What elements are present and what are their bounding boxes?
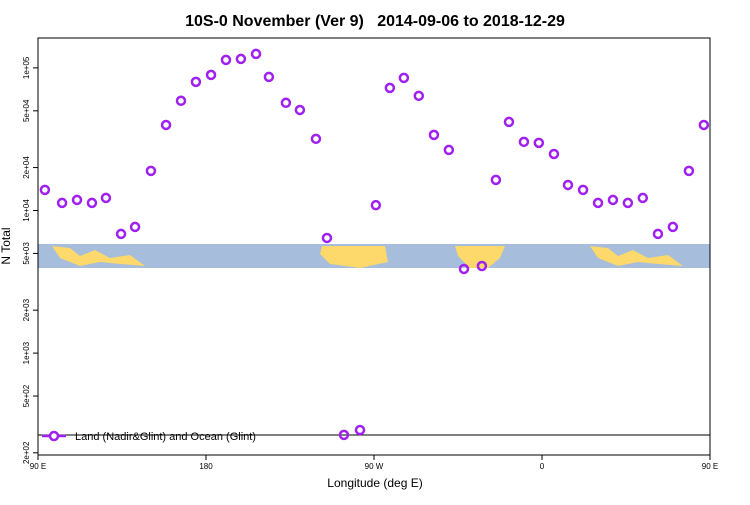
land bbox=[590, 246, 683, 266]
point bbox=[294, 104, 306, 116]
point bbox=[235, 53, 247, 65]
point bbox=[398, 72, 410, 84]
legend-marker bbox=[48, 430, 60, 442]
point bbox=[548, 148, 560, 160]
point bbox=[190, 76, 202, 88]
point bbox=[160, 119, 172, 131]
point bbox=[607, 194, 619, 206]
y-tick-label: 5e+04 bbox=[22, 99, 31, 122]
point bbox=[592, 197, 604, 209]
point bbox=[698, 119, 710, 131]
x-axis-label: Longitude (deg E) bbox=[327, 476, 422, 490]
point bbox=[683, 165, 695, 177]
point bbox=[354, 424, 366, 436]
point bbox=[637, 192, 649, 204]
point bbox=[490, 174, 502, 186]
point bbox=[115, 228, 127, 240]
point bbox=[622, 197, 634, 209]
point bbox=[100, 192, 112, 204]
point bbox=[562, 179, 574, 191]
point bbox=[145, 165, 157, 177]
point bbox=[205, 69, 217, 81]
y-tick-label: 1e+03 bbox=[22, 341, 31, 364]
y-tick-label: 5e+03 bbox=[22, 242, 31, 265]
point bbox=[56, 197, 68, 209]
point bbox=[370, 199, 382, 211]
point bbox=[310, 133, 322, 145]
point bbox=[476, 260, 488, 272]
point bbox=[39, 184, 51, 196]
point bbox=[533, 137, 545, 149]
point bbox=[175, 95, 187, 107]
y-tick-label: 1e+05 bbox=[22, 56, 31, 79]
point bbox=[428, 129, 440, 141]
y-axis-label: N Total bbox=[0, 227, 13, 264]
x-tick-label: 90 E bbox=[702, 462, 718, 471]
point bbox=[338, 429, 350, 441]
point bbox=[220, 54, 232, 66]
point bbox=[652, 228, 664, 240]
point bbox=[250, 48, 262, 60]
chart-title: 10S-0 November (Ver 9) 2014-09-06 to 201… bbox=[185, 13, 565, 30]
land bbox=[52, 246, 145, 266]
point bbox=[503, 116, 515, 128]
y-tick-label: 5e+02 bbox=[22, 384, 31, 407]
map-band bbox=[38, 244, 710, 268]
point bbox=[86, 197, 98, 209]
point bbox=[518, 136, 530, 148]
point bbox=[263, 71, 275, 83]
y-tick-label: 2e+03 bbox=[22, 298, 31, 321]
point bbox=[458, 263, 470, 275]
point bbox=[129, 221, 141, 233]
point bbox=[577, 184, 589, 196]
land bbox=[320, 246, 388, 268]
x-tick-label: 0 bbox=[540, 462, 545, 471]
y-tick-label: 2e+04 bbox=[22, 156, 31, 179]
point bbox=[384, 82, 396, 94]
x-tick-label: 90 W bbox=[365, 462, 384, 471]
point bbox=[667, 221, 679, 233]
x-tick-label: 90 E bbox=[30, 462, 46, 471]
x-tick-label: 180 bbox=[199, 462, 213, 471]
point bbox=[321, 232, 333, 244]
point bbox=[413, 90, 425, 102]
point bbox=[443, 144, 455, 156]
legend-label: Land (Nadir&Glint) and Ocean (Glint) bbox=[75, 431, 256, 443]
land bbox=[455, 246, 505, 268]
y-tick-label: 1e+04 bbox=[22, 199, 31, 222]
point bbox=[280, 97, 292, 109]
y-tick-label: 2e+02 bbox=[22, 441, 31, 464]
point bbox=[71, 194, 83, 206]
